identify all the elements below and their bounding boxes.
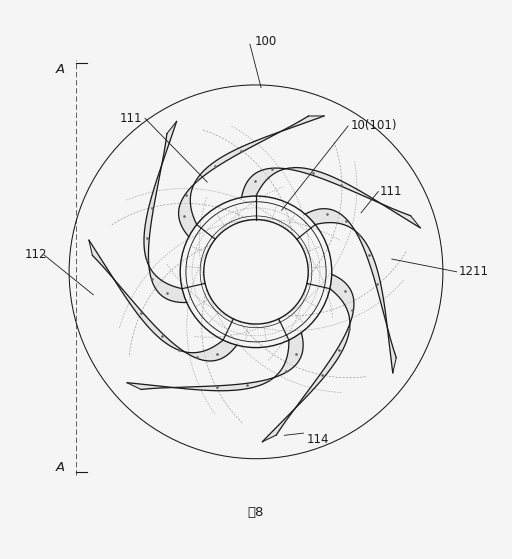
Circle shape bbox=[204, 220, 308, 324]
Polygon shape bbox=[242, 168, 420, 228]
Text: 111: 111 bbox=[380, 185, 402, 198]
Text: A: A bbox=[56, 461, 65, 474]
Polygon shape bbox=[144, 121, 187, 302]
Polygon shape bbox=[89, 240, 237, 361]
Text: 10(101): 10(101) bbox=[351, 120, 397, 132]
Text: 111: 111 bbox=[120, 112, 142, 125]
Text: A: A bbox=[56, 63, 65, 76]
Text: 112: 112 bbox=[25, 248, 47, 262]
Text: 1211: 1211 bbox=[458, 266, 488, 278]
Polygon shape bbox=[262, 274, 354, 442]
Text: 囶8: 囶8 bbox=[248, 506, 264, 519]
Polygon shape bbox=[305, 209, 396, 373]
Polygon shape bbox=[179, 116, 324, 237]
Text: 100: 100 bbox=[255, 35, 277, 48]
Polygon shape bbox=[127, 333, 303, 391]
Text: 114: 114 bbox=[306, 433, 329, 446]
